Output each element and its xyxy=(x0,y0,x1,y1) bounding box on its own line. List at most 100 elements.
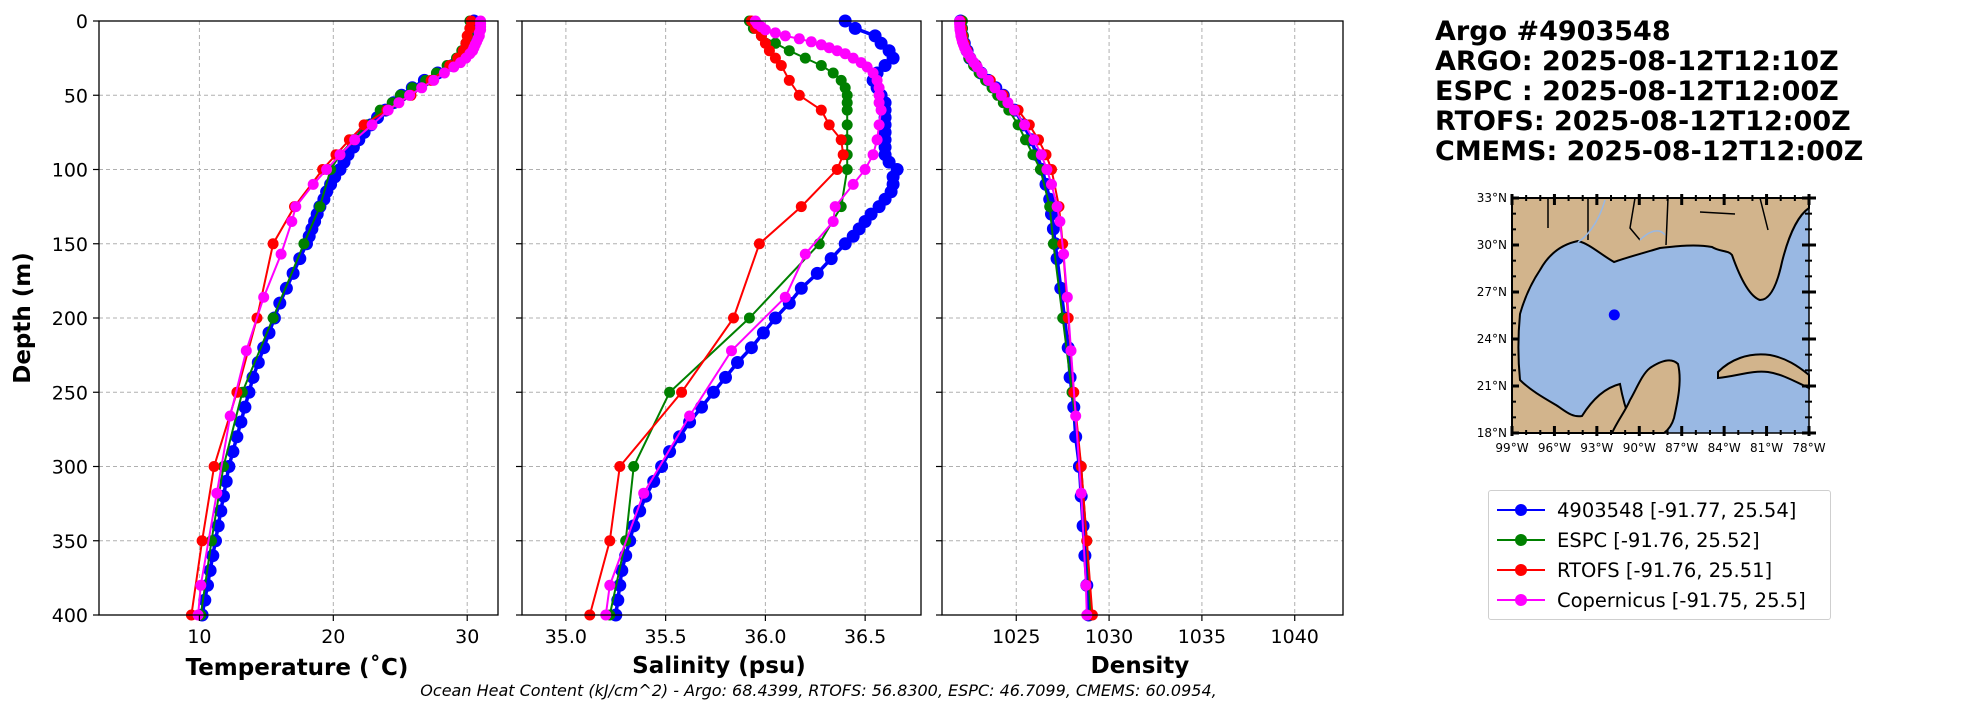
data-point-cmems xyxy=(805,36,817,48)
map-land-north xyxy=(1511,197,1810,434)
data-point-espc xyxy=(1027,149,1039,161)
data-point-argo xyxy=(695,400,708,414)
data-point-espc xyxy=(218,461,229,472)
data-point-cmems xyxy=(416,82,428,94)
data-point-rtofs xyxy=(614,461,626,472)
data-point-espc xyxy=(664,386,676,398)
data-point-cmems xyxy=(1035,149,1047,161)
x-axis-label-temperature: Temperature (˚C) xyxy=(186,654,409,681)
data-point-cmems xyxy=(873,119,885,131)
data-point-argo xyxy=(647,474,661,488)
map-lon-label: 84°W xyxy=(1708,441,1741,455)
legend-label: Copernicus [-91.75, 25.5] xyxy=(1557,588,1806,612)
data-point-cmems xyxy=(258,291,270,303)
data-point-cmems xyxy=(1002,97,1014,109)
x-tick-label: 10 xyxy=(187,626,211,648)
data-point-espc xyxy=(314,201,326,213)
map-land-yucatan xyxy=(1610,359,1681,434)
x-tick-label: 36.5 xyxy=(844,626,886,648)
data-point-espc xyxy=(1047,238,1059,250)
data-point-cmems xyxy=(779,291,791,303)
y-tick-label: 350 xyxy=(52,531,88,553)
data-point-rtofs xyxy=(208,461,220,472)
data-point-cmems xyxy=(307,178,319,190)
data-point-argo xyxy=(238,400,252,414)
data-point-rtofs xyxy=(815,104,827,116)
y-tick-label: 250 xyxy=(52,382,88,404)
title-rtofs-time: RTOFS: 2025-08-12T12:00Z xyxy=(1435,106,1851,137)
map-lat-label: 27°N xyxy=(1477,285,1507,299)
data-point-rtofs xyxy=(196,535,208,547)
data-point-argo xyxy=(731,356,744,369)
location-map: 33°N 30°N 27°N 24°N 21°N 18°N99°W 96°W 93°W 90°W… xyxy=(1477,191,1826,455)
data-point-cmems xyxy=(1008,104,1020,116)
data-point-cmems xyxy=(1046,178,1057,190)
map-lon-label: 93°W xyxy=(1580,441,1613,455)
data-point-cmems xyxy=(1065,345,1077,357)
data-point-cmems xyxy=(1061,291,1073,303)
data-point-cmems xyxy=(1019,119,1031,131)
data-point-rtofs xyxy=(769,52,781,64)
argo-location-marker[interactable] xyxy=(1608,309,1620,321)
data-point-argo xyxy=(794,281,808,295)
data-point-argo xyxy=(707,385,720,399)
data-point-cmems xyxy=(769,27,781,39)
salinity-panel: 35.0 35.5 36.0 36.5 xyxy=(516,14,922,648)
data-point-argo xyxy=(719,370,732,384)
data-point-cmems xyxy=(779,30,791,42)
data-point-cmems xyxy=(393,97,405,109)
map-lon-label: 96°W xyxy=(1538,441,1571,455)
data-point-espc xyxy=(841,119,853,131)
data-point-cmems xyxy=(1058,248,1070,260)
data-point-cmems xyxy=(871,134,883,146)
legend-label: ESPC [-91.76, 25.52] xyxy=(1557,528,1760,552)
y-ticks xyxy=(936,20,942,616)
data-point-cmems xyxy=(799,248,811,260)
x-tick-label: 1030 xyxy=(1085,626,1133,648)
data-point-argo xyxy=(1069,430,1083,444)
data-point-cmems xyxy=(448,61,460,73)
data-point-argo xyxy=(744,341,758,355)
data-point-argo xyxy=(838,237,852,251)
legend-item-espc[interactable]: ESPC [-91.76, 25.52] xyxy=(1489,525,1830,555)
data-point-cmems xyxy=(995,89,1007,101)
data-point-rtofs xyxy=(1075,461,1087,472)
legend-item-copernicus[interactable]: Copernicus [-91.75, 25.5] xyxy=(1489,585,1830,615)
x-tick-label: 1040 xyxy=(1271,626,1319,648)
data-point-espc xyxy=(1020,134,1031,146)
y-tick-label: 150 xyxy=(52,234,88,256)
data-point-cmems xyxy=(875,104,887,116)
x-tick-label: 1025 xyxy=(992,626,1040,648)
y-tick-label: 200 xyxy=(52,308,88,330)
data-point-espc xyxy=(743,312,755,324)
data-point-espc xyxy=(783,45,795,57)
ocean-heat-content-footer: Ocean Heat Content (kJ/cm^2) - Argo: 68.… xyxy=(420,681,1217,700)
legend-item-argo[interactable]: 4903548 [-91.77, 25.54] xyxy=(1489,495,1830,525)
y-tick-label: 50 xyxy=(64,85,88,107)
series-rtofs xyxy=(584,15,849,621)
data-point-cmems xyxy=(638,487,650,499)
x-tick-label: 36.0 xyxy=(744,626,786,648)
map-lat-label: 30°N xyxy=(1477,238,1507,252)
data-point-cmems xyxy=(404,89,416,101)
data-point-argo xyxy=(203,564,217,577)
y-tick-label: 100 xyxy=(52,160,88,182)
data-point-cmems xyxy=(1075,487,1087,499)
x-ticks: 35.0 35.5 36.0 36.5 xyxy=(545,615,886,648)
data-point-cmems xyxy=(275,248,287,260)
data-point-rtofs xyxy=(835,134,847,146)
data-point-argo xyxy=(230,430,244,444)
data-point-rtofs xyxy=(775,60,787,71)
data-point-cmems xyxy=(224,410,236,422)
map-frame-ticks: 33°N 30°N 27°N 24°N 21°N 18°N99°W 96°W 93°W 90°W… xyxy=(1477,191,1826,455)
y-ticks xyxy=(516,20,522,616)
data-point-rtofs xyxy=(676,386,688,398)
data-point-cmems xyxy=(334,149,346,161)
legend-item-rtofs[interactable]: RTOFS [-91.76, 25.51] xyxy=(1489,555,1830,585)
data-point-espc xyxy=(815,60,827,71)
data-point-espc xyxy=(628,461,640,472)
data-point-rtofs xyxy=(604,535,616,547)
y-ticks: 0 50 100 150 200 250 300 350 400 xyxy=(52,11,99,627)
data-point-espc xyxy=(841,164,853,175)
